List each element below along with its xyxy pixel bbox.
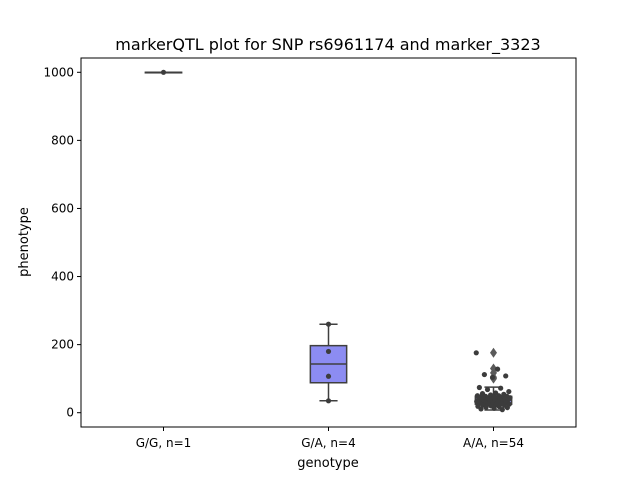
x-tick-label: G/A, n=4 [301,436,355,450]
y-tick-label: 1000 [43,65,74,79]
data-point [506,388,512,395]
y-tick-label: 800 [51,133,74,147]
outlier-marker [490,347,497,358]
data-point [489,374,496,380]
y-tick-label: 0 [66,406,74,420]
y-tick-label: 200 [51,338,74,352]
chart-title: markerQTL plot for SNP rs6961174 and mar… [115,35,540,55]
data-point [481,371,487,378]
data-point [499,407,505,413]
data-point [160,69,167,75]
x-tick-label: G/G, n=1 [136,436,192,450]
y-tick-label: 400 [51,270,74,284]
data-point [483,404,489,410]
x-axis-label: genotype [297,456,358,471]
data-point [476,384,482,391]
y-axis-label: phenotype [17,207,32,277]
chart-marks [144,69,513,413]
y-tick-label: 600 [51,201,74,215]
data-point [325,321,332,327]
data-point [325,348,332,355]
data-point [498,385,504,391]
data-point [325,373,332,379]
data-point [484,386,491,393]
data-point [503,373,509,379]
data-point [494,366,501,372]
data-point [478,406,484,412]
axis-ticks: 0 200 400 600 800 1000 G/G, n=1 G/A, n=4 A/A, n=… [43,65,524,450]
data-point [491,405,497,411]
data-point [473,350,479,356]
data-point [504,404,510,411]
data-point [325,398,332,404]
x-tick-label: A/A, n=54 [463,436,524,450]
